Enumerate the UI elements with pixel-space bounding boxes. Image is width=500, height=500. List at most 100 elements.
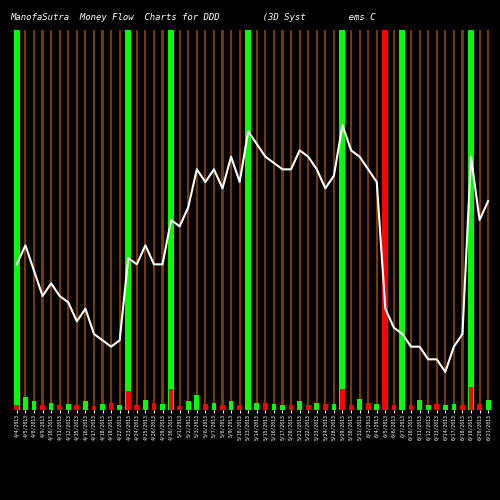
Bar bbox=[452, 404, 456, 410]
Bar bbox=[468, 386, 473, 410]
Bar bbox=[23, 397, 28, 410]
Bar bbox=[384, 30, 386, 410]
Bar bbox=[66, 404, 70, 410]
Bar bbox=[49, 402, 54, 410]
Bar bbox=[247, 30, 250, 410]
Bar bbox=[118, 30, 121, 410]
Bar bbox=[376, 30, 378, 410]
Bar bbox=[160, 404, 165, 410]
Bar bbox=[67, 30, 70, 410]
Bar bbox=[168, 388, 173, 410]
Bar bbox=[273, 30, 275, 410]
Bar bbox=[143, 400, 148, 410]
Bar bbox=[393, 30, 395, 410]
Bar bbox=[314, 402, 319, 410]
Bar bbox=[118, 404, 122, 410]
Bar bbox=[170, 30, 172, 410]
Bar bbox=[178, 406, 182, 410]
Bar bbox=[186, 402, 190, 410]
Bar bbox=[126, 30, 131, 410]
Bar bbox=[460, 404, 465, 410]
Bar bbox=[220, 404, 225, 410]
Bar bbox=[434, 404, 439, 410]
Bar bbox=[168, 30, 174, 410]
Bar bbox=[127, 30, 130, 410]
Bar bbox=[256, 30, 258, 410]
Bar bbox=[340, 388, 345, 410]
Bar bbox=[222, 30, 224, 410]
Bar bbox=[110, 30, 112, 410]
Bar bbox=[92, 406, 96, 410]
Bar bbox=[102, 30, 103, 410]
Bar bbox=[84, 30, 86, 410]
Bar bbox=[306, 404, 310, 410]
Bar bbox=[230, 30, 232, 410]
Bar bbox=[212, 402, 216, 410]
Bar bbox=[194, 395, 199, 410]
Bar bbox=[280, 404, 285, 410]
Bar bbox=[453, 30, 455, 410]
Bar bbox=[462, 30, 464, 410]
Bar bbox=[187, 30, 190, 410]
Bar bbox=[402, 30, 404, 410]
Bar bbox=[400, 30, 406, 410]
Bar bbox=[238, 30, 240, 410]
Bar bbox=[74, 404, 79, 410]
Bar bbox=[152, 402, 156, 410]
Bar bbox=[342, 30, 344, 410]
Bar bbox=[288, 404, 294, 410]
Bar bbox=[246, 390, 250, 410]
Bar bbox=[290, 30, 292, 410]
Bar bbox=[367, 30, 370, 410]
Bar bbox=[487, 30, 489, 410]
Bar bbox=[196, 30, 198, 410]
Bar bbox=[426, 404, 430, 410]
Bar bbox=[16, 30, 18, 410]
Bar bbox=[358, 400, 362, 410]
Bar bbox=[366, 402, 370, 410]
Bar bbox=[24, 30, 26, 410]
Bar bbox=[162, 30, 164, 410]
Bar bbox=[126, 391, 130, 410]
Bar bbox=[238, 404, 242, 410]
Bar bbox=[213, 30, 215, 410]
Bar bbox=[93, 30, 95, 410]
Bar bbox=[333, 30, 335, 410]
Bar bbox=[144, 30, 146, 410]
Bar bbox=[83, 402, 88, 410]
Bar bbox=[374, 404, 379, 410]
Bar bbox=[348, 404, 354, 410]
Bar bbox=[358, 30, 360, 410]
Bar bbox=[478, 30, 480, 410]
Bar bbox=[316, 30, 318, 410]
Bar bbox=[272, 404, 276, 410]
Bar bbox=[109, 402, 114, 410]
Bar bbox=[323, 404, 328, 410]
Bar bbox=[470, 30, 472, 410]
Bar bbox=[486, 400, 490, 410]
Bar bbox=[33, 30, 35, 410]
Bar bbox=[282, 30, 284, 410]
Bar bbox=[418, 30, 420, 410]
Bar bbox=[298, 30, 300, 410]
Bar bbox=[264, 30, 266, 410]
Bar bbox=[307, 30, 310, 410]
Bar bbox=[203, 404, 207, 410]
Bar bbox=[332, 404, 336, 410]
Bar bbox=[50, 30, 52, 410]
Bar bbox=[382, 30, 388, 410]
Bar bbox=[42, 30, 43, 410]
Bar bbox=[400, 402, 405, 410]
Bar bbox=[14, 404, 19, 410]
Bar bbox=[254, 402, 259, 410]
Bar bbox=[436, 30, 438, 410]
Bar bbox=[58, 404, 62, 410]
Bar bbox=[100, 404, 105, 410]
Bar bbox=[58, 30, 61, 410]
Bar bbox=[134, 404, 139, 410]
Bar bbox=[350, 30, 352, 410]
Bar bbox=[263, 402, 268, 410]
Bar bbox=[443, 404, 448, 410]
Text: ManofaSutra  Money Flow  Charts for DDD        (3D Syst        ems C: ManofaSutra Money Flow Charts for DDD (3… bbox=[10, 14, 376, 22]
Bar bbox=[245, 30, 251, 410]
